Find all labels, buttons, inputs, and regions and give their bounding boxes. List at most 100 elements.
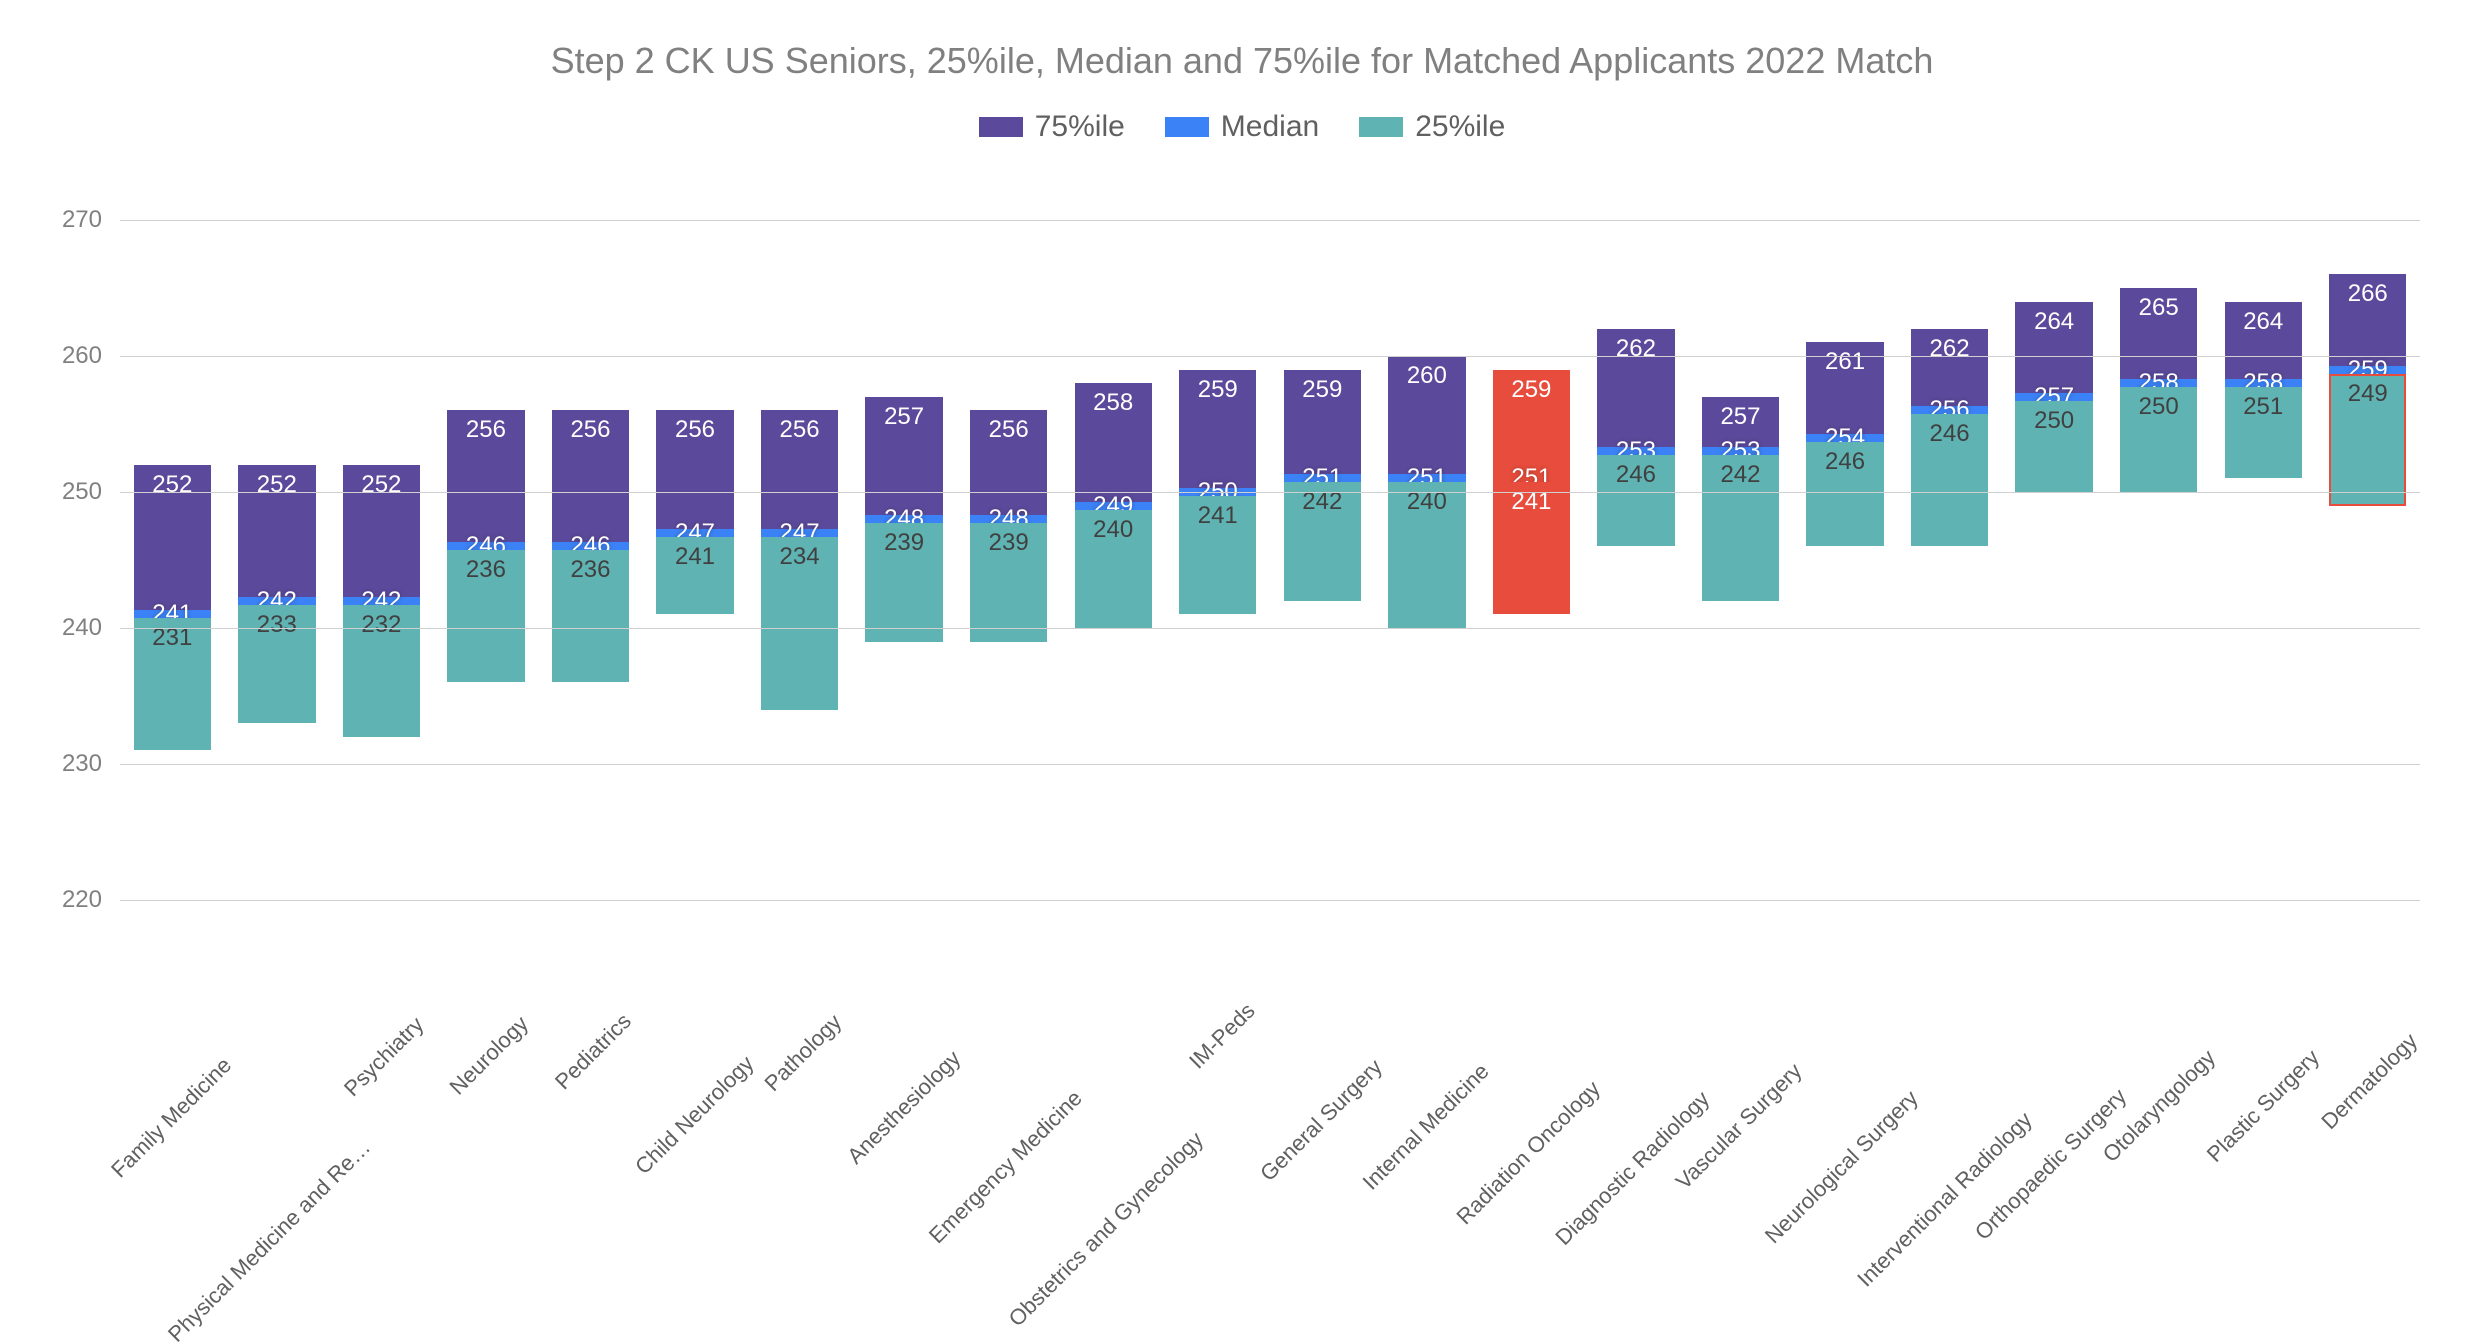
legend-swatch-median bbox=[1165, 117, 1209, 137]
y-tick-label: 220 bbox=[22, 886, 120, 914]
bar: 264258 251 bbox=[2225, 302, 2302, 479]
gridline bbox=[120, 764, 2420, 765]
bar-slot: 257253242 bbox=[1688, 220, 1793, 900]
bar-seg-p25: 246 bbox=[1597, 455, 1674, 546]
bar-slot: 258249240 bbox=[1061, 220, 1166, 900]
bar-label-p75: 262 bbox=[1911, 335, 1988, 363]
bar-label-p25: 249 bbox=[2329, 380, 2406, 408]
x-label-slot: Interventional Radiology bbox=[1897, 940, 2002, 1240]
bar: 252242233 bbox=[238, 465, 315, 723]
bar-seg-p25: 242 bbox=[1284, 482, 1361, 600]
bar: 256247241 bbox=[656, 410, 733, 614]
bar-label-p75: 264 bbox=[2015, 308, 2092, 336]
y-tick-label: 260 bbox=[22, 342, 120, 370]
bar-seg-p75: 260 bbox=[1388, 356, 1465, 474]
bar-slot: 264257250 bbox=[2002, 220, 2107, 900]
bar-seg-p75: 252 bbox=[134, 465, 211, 611]
gridline bbox=[120, 492, 2420, 493]
bar-seg-p25: 249 bbox=[2329, 374, 2406, 506]
gridline bbox=[120, 628, 2420, 629]
bar-label-p75: 257 bbox=[865, 403, 942, 431]
bar: 259251242 bbox=[1284, 370, 1361, 601]
bar-seg-p75: 256 bbox=[970, 410, 1047, 515]
y-tick-label: 240 bbox=[22, 614, 120, 642]
bar-seg-p25: 241 bbox=[1179, 496, 1256, 614]
bar-label-p25: 246 bbox=[1597, 461, 1674, 489]
bar-seg-median: 258 bbox=[2225, 379, 2302, 387]
bar-seg-p75: 264 bbox=[2225, 302, 2302, 380]
legend-item-p75: 75%ile bbox=[979, 110, 1125, 144]
x-label-slot: Child Neurology bbox=[643, 940, 748, 1240]
bars-area: 2522412312522422332522422322562462362562… bbox=[120, 220, 2420, 900]
bar-seg-p75: 264 bbox=[2015, 302, 2092, 393]
x-label-slot: Anesthesiology bbox=[852, 940, 957, 1240]
bar-seg-p25: 239 bbox=[970, 523, 1047, 641]
bar-seg-median: 251 bbox=[1388, 474, 1465, 482]
bar-label-p25: 236 bbox=[447, 556, 524, 584]
bar-label-p75: 265 bbox=[2120, 294, 2197, 322]
plot-area: 2522412312522422332522422322562462362562… bbox=[120, 220, 2420, 900]
bar: 252 241231 bbox=[134, 465, 211, 751]
bar-label-p25: 251 bbox=[2225, 393, 2302, 421]
x-label-slot: General Surgery bbox=[1270, 940, 1375, 1240]
x-label-slot: Neurological Surgery bbox=[1793, 940, 1898, 1240]
bar-slot: 261254246 bbox=[1793, 220, 1898, 900]
bar-label-p75: 252 bbox=[134, 471, 211, 499]
bar-seg-median: 254 bbox=[1806, 434, 1883, 442]
bar: 256 246 236 bbox=[447, 410, 524, 682]
bar-label-p75: 256 bbox=[761, 416, 838, 444]
bar-seg-p25: 236 bbox=[552, 550, 629, 682]
bar-seg-median: 247 bbox=[761, 529, 838, 537]
x-axis-label: Neurology bbox=[444, 1011, 533, 1100]
bar-seg-p75: 256 bbox=[447, 410, 524, 542]
bar-label-p75: 256 bbox=[447, 416, 524, 444]
bar-label-p75: 259 bbox=[1179, 376, 1256, 404]
bar-seg-median: 251 bbox=[1284, 474, 1361, 482]
bar-slot: 256 247 234 bbox=[747, 220, 852, 900]
bar-seg-p25: 240 bbox=[1388, 482, 1465, 628]
bar-slot: 260251240 bbox=[1375, 220, 1480, 900]
bar-label-p75: 256 bbox=[656, 416, 733, 444]
bar-slot: 265258250 bbox=[2106, 220, 2211, 900]
x-label-slot: Vascular Surgery bbox=[1688, 940, 1793, 1240]
bar-label-p25: 234 bbox=[761, 543, 838, 571]
bar-slot: 256247241 bbox=[643, 220, 748, 900]
x-axis-label: Family Medicine bbox=[106, 1052, 237, 1183]
bar-seg-p75: 252 bbox=[238, 465, 315, 597]
bar: 256 248 239 bbox=[970, 410, 1047, 641]
x-axis-label: Psychiatry bbox=[339, 1012, 429, 1102]
bar-seg-p25: 241 bbox=[1493, 482, 1570, 614]
bar-label-p75: 259 bbox=[1493, 376, 1570, 404]
bar-label-p25: 239 bbox=[970, 529, 1047, 557]
bar-label-p75: 256 bbox=[552, 416, 629, 444]
bar-seg-median: 248 bbox=[970, 515, 1047, 523]
bar-label-p25: 240 bbox=[1075, 516, 1152, 544]
bar-seg-median: 246 bbox=[447, 542, 524, 550]
bar-slot: 266259 249 bbox=[2315, 220, 2420, 900]
gridline bbox=[120, 356, 2420, 357]
legend-item-p25: 25%ile bbox=[1359, 110, 1505, 144]
bar-seg-median: 259 bbox=[2329, 366, 2406, 374]
legend-swatch-p75 bbox=[979, 117, 1023, 137]
chart-container: Step 2 CK US Seniors, 25%ile, Median and… bbox=[0, 0, 2484, 1342]
bar: 252242232 bbox=[343, 465, 420, 737]
bar-seg-median: 251 bbox=[1493, 474, 1570, 482]
bar-seg-p75: 256 bbox=[761, 410, 838, 528]
bar-label-p75: 257 bbox=[1702, 403, 1779, 431]
bar-seg-p75: 266 bbox=[2329, 274, 2406, 365]
bar-seg-median: 241 bbox=[134, 610, 211, 618]
bar-seg-p25: 232 bbox=[343, 605, 420, 737]
bar-label-p25: 239 bbox=[865, 529, 942, 557]
bar-label-p75: 256 bbox=[970, 416, 1047, 444]
bar-label-p75: 258 bbox=[1075, 389, 1152, 417]
bar-seg-p25: 239 bbox=[865, 523, 942, 641]
bar-seg-p25: 231 bbox=[134, 618, 211, 750]
x-label-slot: IM-Peds bbox=[1165, 940, 1270, 1240]
x-label-slot: Emergency Medicine bbox=[956, 940, 1061, 1240]
x-label-slot: Physical Medicine and Re… bbox=[225, 940, 330, 1240]
bar-seg-median: 248 bbox=[865, 515, 942, 523]
legend-item-median: Median bbox=[1165, 110, 1319, 144]
bar-seg-median: 257 bbox=[2015, 393, 2092, 401]
bar-slot: 256246236 bbox=[538, 220, 643, 900]
bar-slot: 264258 251 bbox=[2211, 220, 2316, 900]
